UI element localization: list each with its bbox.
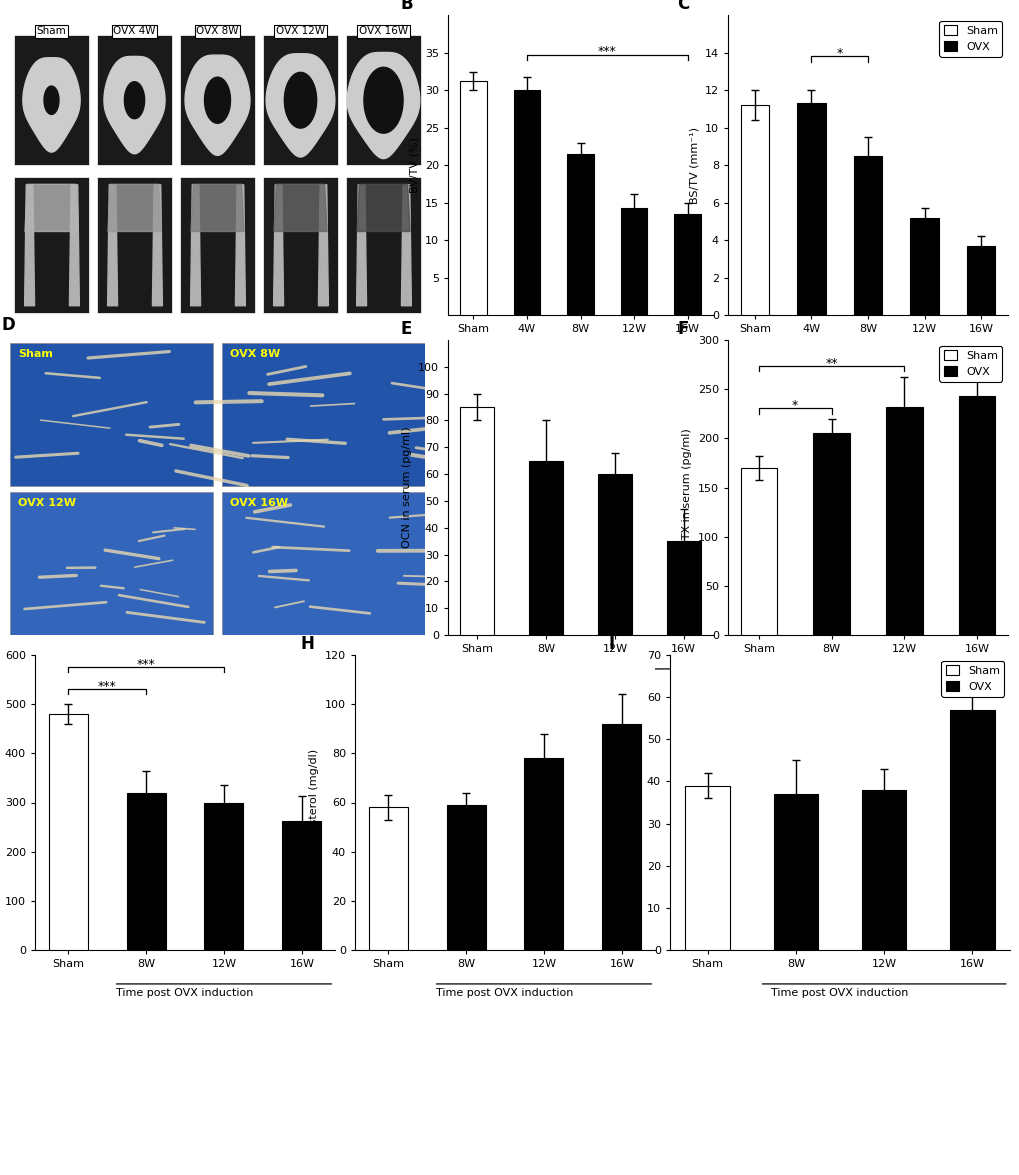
Y-axis label: TG (mg/dl): TG (mg/dl) bbox=[631, 773, 641, 832]
Bar bbox=[221, 492, 425, 634]
Bar bbox=[368, 807, 408, 951]
Bar bbox=[958, 396, 995, 634]
Y-axis label: BV/TV (%): BV/TV (%) bbox=[409, 137, 419, 193]
Text: ***: *** bbox=[137, 658, 155, 671]
X-axis label: Time post OVX induction: Time post OVX induction bbox=[799, 354, 935, 363]
Polygon shape bbox=[274, 184, 327, 231]
Y-axis label: OCN in serum (pg/ml): OCN in serum (pg/ml) bbox=[403, 427, 412, 549]
Bar bbox=[602, 724, 641, 951]
Legend: Sham, OVX: Sham, OVX bbox=[941, 660, 1004, 697]
FancyBboxPatch shape bbox=[14, 177, 89, 313]
Text: *: * bbox=[792, 400, 798, 412]
FancyBboxPatch shape bbox=[97, 35, 171, 166]
Text: OVX 16W: OVX 16W bbox=[229, 498, 287, 508]
Bar bbox=[674, 214, 700, 315]
Bar bbox=[665, 542, 700, 635]
Polygon shape bbox=[44, 86, 59, 114]
Text: Sham: Sham bbox=[18, 349, 53, 358]
FancyBboxPatch shape bbox=[263, 35, 337, 166]
Y-axis label: CTX in serum (pg/ml): CTX in serum (pg/ml) bbox=[682, 428, 692, 546]
Bar bbox=[740, 105, 768, 315]
Polygon shape bbox=[184, 55, 250, 155]
Y-axis label: BS/TV (mm⁻¹): BS/TV (mm⁻¹) bbox=[689, 127, 699, 203]
Text: F: F bbox=[677, 321, 688, 338]
Polygon shape bbox=[191, 184, 244, 231]
Text: OVX 12W: OVX 12W bbox=[18, 498, 76, 508]
FancyBboxPatch shape bbox=[97, 177, 171, 313]
Polygon shape bbox=[364, 67, 403, 133]
Bar bbox=[740, 468, 776, 634]
Text: **: ** bbox=[824, 357, 837, 370]
FancyBboxPatch shape bbox=[345, 177, 421, 313]
Bar bbox=[853, 155, 881, 315]
Text: D: D bbox=[2, 316, 15, 334]
Bar bbox=[620, 208, 647, 315]
Bar bbox=[950, 710, 994, 951]
Polygon shape bbox=[104, 56, 165, 154]
Bar bbox=[10, 343, 213, 486]
X-axis label: Time post OVX induction: Time post OVX induction bbox=[436, 988, 573, 999]
Bar bbox=[886, 407, 921, 634]
Bar bbox=[529, 461, 562, 634]
Polygon shape bbox=[346, 53, 420, 159]
Bar bbox=[126, 793, 165, 951]
Bar bbox=[460, 81, 486, 315]
FancyBboxPatch shape bbox=[180, 177, 255, 313]
Bar bbox=[773, 794, 817, 951]
X-axis label: Time post OVX induction: Time post OVX induction bbox=[799, 673, 935, 684]
Polygon shape bbox=[284, 73, 316, 128]
Text: Sham: Sham bbox=[37, 27, 66, 36]
Text: E: E bbox=[399, 321, 412, 338]
Bar bbox=[597, 474, 632, 634]
Polygon shape bbox=[357, 184, 410, 231]
Bar bbox=[49, 714, 88, 951]
Text: C: C bbox=[677, 0, 689, 13]
Bar bbox=[861, 790, 905, 951]
Bar bbox=[282, 820, 321, 951]
Text: OVX 16W: OVX 16W bbox=[359, 27, 408, 36]
Polygon shape bbox=[205, 78, 230, 123]
Text: OVX 4W: OVX 4W bbox=[113, 27, 156, 36]
Polygon shape bbox=[108, 184, 161, 231]
Bar bbox=[813, 434, 849, 634]
Legend: Sham, OVX: Sham, OVX bbox=[938, 345, 1002, 382]
Polygon shape bbox=[266, 54, 334, 157]
Polygon shape bbox=[124, 82, 145, 119]
Polygon shape bbox=[24, 184, 78, 231]
Text: ***: *** bbox=[98, 680, 116, 693]
Text: *: * bbox=[836, 47, 842, 60]
Bar bbox=[204, 803, 244, 951]
X-axis label: Time post OVX induction: Time post OVX induction bbox=[770, 988, 908, 999]
Bar bbox=[567, 154, 593, 315]
X-axis label: Time post OVX induction: Time post OVX induction bbox=[512, 673, 648, 684]
Bar bbox=[10, 492, 213, 634]
Bar bbox=[446, 805, 485, 951]
FancyBboxPatch shape bbox=[180, 35, 255, 166]
Text: B: B bbox=[399, 0, 413, 13]
X-axis label: Time post OVX induction: Time post OVX induction bbox=[116, 988, 254, 999]
Bar bbox=[966, 246, 995, 315]
Y-axis label: Cholesterol (mg/dl): Cholesterol (mg/dl) bbox=[309, 748, 319, 857]
Bar bbox=[797, 103, 824, 315]
Text: OVX 8W: OVX 8W bbox=[196, 27, 238, 36]
Text: OVX 8W: OVX 8W bbox=[229, 349, 280, 358]
Text: I: I bbox=[608, 636, 614, 653]
Bar bbox=[685, 786, 729, 951]
Bar bbox=[910, 217, 937, 315]
Legend: Sham, OVX: Sham, OVX bbox=[938, 20, 1002, 56]
X-axis label: Time post OVX induction: Time post OVX induction bbox=[512, 354, 648, 363]
Bar bbox=[221, 343, 425, 486]
Text: ***: *** bbox=[597, 46, 616, 59]
FancyBboxPatch shape bbox=[345, 35, 421, 166]
Bar bbox=[524, 758, 562, 951]
Bar bbox=[514, 90, 540, 315]
Text: OVX 12W: OVX 12W bbox=[276, 27, 325, 36]
Polygon shape bbox=[22, 58, 81, 152]
Bar bbox=[460, 407, 494, 634]
FancyBboxPatch shape bbox=[14, 35, 89, 166]
FancyBboxPatch shape bbox=[263, 177, 337, 313]
Text: H: H bbox=[301, 636, 315, 653]
